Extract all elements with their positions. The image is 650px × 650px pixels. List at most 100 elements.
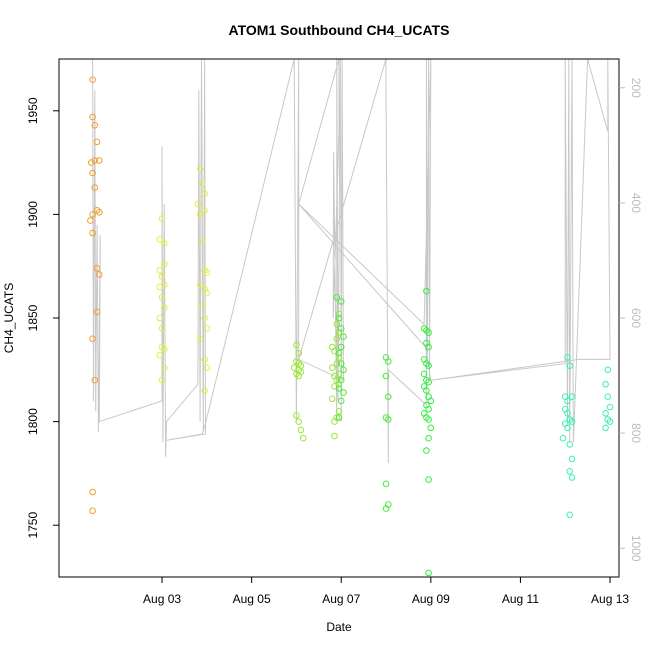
data-point [93,138,101,146]
y-tick-label: 1750 [26,512,40,539]
data-point [385,358,392,365]
data-point [156,314,164,322]
data-point [203,364,211,372]
data-point [93,265,101,272]
data-point [89,113,96,121]
data-point [568,474,576,481]
data-point [337,376,345,384]
data-point [333,294,341,301]
chart-title: ATOM1 Southbound CH4_UCATS [229,22,450,38]
data-point [337,360,345,367]
data-point [158,325,166,332]
data-point [335,314,343,322]
data-point [564,410,571,417]
data-point [564,424,571,432]
secondary-line [92,58,611,464]
x-axis-label: Date [326,620,352,634]
data-point [201,314,208,322]
data-point [564,354,571,361]
x-tick-label: Aug 09 [412,592,450,606]
secondary-line-layer [92,58,611,464]
data-point [196,165,204,173]
data-point [203,325,211,332]
x-tick-label: Aug 07 [322,592,360,606]
data-point [201,387,208,394]
data-point [93,308,101,316]
data-point [602,410,609,417]
data-point [602,381,609,388]
data-point [201,267,208,274]
data-point [604,393,612,401]
data-point [203,289,211,297]
data-point [295,360,303,367]
y-tick-label: 1900 [26,201,40,228]
data-point [425,343,432,351]
data-point [340,333,347,340]
data-point [566,441,574,448]
data-point [423,287,430,295]
data-point [161,364,168,372]
data-point [566,468,574,475]
data-point [331,432,338,440]
x-tick-label: Aug 03 [143,592,181,606]
data-point [423,360,430,367]
data-point [293,341,300,349]
data-point [201,207,208,214]
data-point [295,349,303,357]
data-point [335,407,343,415]
y-tick-label: 1950 [26,97,40,124]
data-point [566,362,574,370]
y2-tick-label: 400 [629,193,643,213]
data-point [293,412,300,419]
data-point [89,507,96,515]
data-point [161,260,168,268]
data-point [423,327,430,334]
data-point [201,356,208,363]
data-point [566,511,574,519]
data-point [196,335,204,343]
data-point [382,505,390,512]
data-point [93,207,101,214]
data-point [158,273,166,280]
data-point [425,569,432,577]
data-point [91,157,99,164]
data-point [96,271,103,278]
data-point [335,414,343,421]
y-tick-label: 1800 [26,408,40,435]
data-point [199,180,206,187]
data-point [91,184,99,191]
data-point [568,418,576,425]
data-point [425,476,432,483]
data-point [423,414,430,421]
x-tick-label: Aug 13 [591,592,629,606]
data-point [568,455,576,463]
data-point [96,157,103,164]
data-point [335,354,343,361]
data-point [161,240,168,247]
data-point [201,190,208,197]
data-point [194,200,202,208]
data-point [196,281,204,289]
data-point [161,345,168,353]
data-point [299,434,307,442]
y-axis-label: CH4_UCATS [2,283,16,353]
data-point [89,488,96,496]
y2-tick-label: 600 [629,308,643,328]
data-point [295,418,303,425]
data-point [337,325,345,332]
data-point [425,329,432,336]
data-point [89,335,96,343]
data-point [335,385,343,392]
data-point [602,424,609,432]
data-point [297,426,305,434]
data-point [158,376,166,384]
x-tick-label: Aug 11 [502,592,539,606]
data-point [89,229,96,237]
data-point [427,424,435,432]
data-point [423,376,430,384]
data-point [340,366,347,374]
data-point [606,403,614,411]
data-point [337,298,345,305]
data-point [606,418,614,425]
